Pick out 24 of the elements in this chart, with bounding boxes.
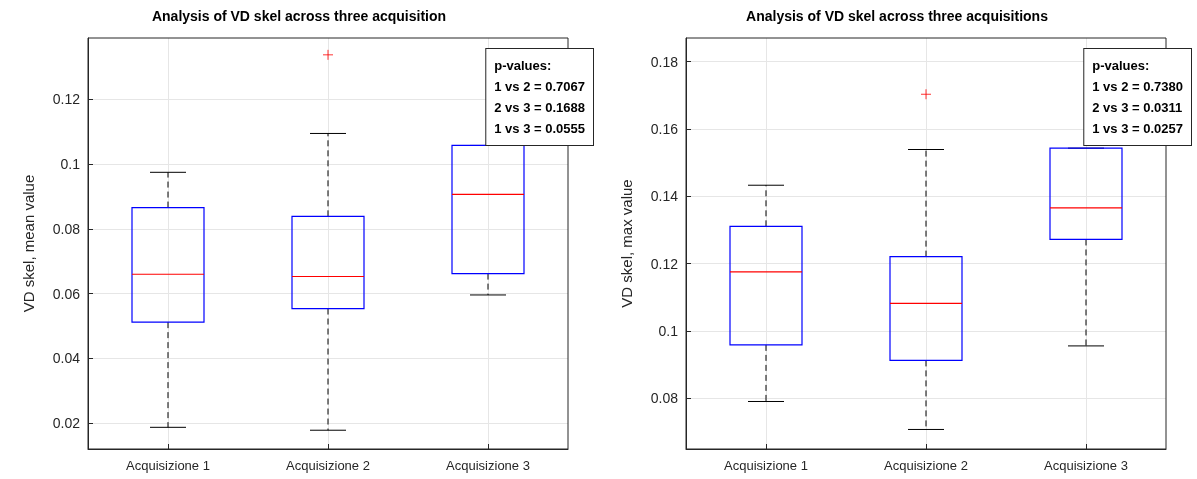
chart-title: Analysis of VD skel across three acquisition xyxy=(151,8,447,24)
y-tick-label: 0.16 xyxy=(650,120,679,137)
y-tick-label: 0.1 xyxy=(658,323,679,340)
x-tick-label: Acquisizione 1 xyxy=(724,458,808,473)
annotation: p-values: 1 vs 2 = 0.7067 2 vs 3 = 0.1688 1 vs 3 = 0.0555 xyxy=(494,58,586,136)
y-tick-label: 0.08 xyxy=(650,390,679,407)
y-tick-label: 0.06 xyxy=(52,285,81,302)
x-tick-label: Acquisizione 2 xyxy=(286,458,370,473)
y-tick-label: 0.04 xyxy=(52,350,81,367)
x-tick-label: Acquisizione 1 xyxy=(126,458,210,473)
x-tick-label: Acquisizione 3 xyxy=(446,458,530,473)
annotation: p-values: 1 vs 2 = 0.7380 2 vs 3 = 0.0311 1 vs 3 = 0.0257 xyxy=(1092,58,1184,136)
y-tick-label: 0.14 xyxy=(650,188,679,205)
y-tick-label: 0.12 xyxy=(650,255,679,272)
x-tick-label: Acquisizione 3 xyxy=(1044,458,1128,473)
y-axis-title: VD skel, max value xyxy=(618,179,635,308)
y-tick-label: 0.12 xyxy=(52,91,81,108)
y-tick-label: 0.18 xyxy=(650,53,679,70)
y-axis-title: VD skel, mean value xyxy=(20,174,37,313)
y-tick-label: 0.02 xyxy=(52,415,81,432)
x-tick-label: Acquisizione 2 xyxy=(884,458,968,473)
y-tick-label: 0.08 xyxy=(52,220,81,237)
chart-title: Analysis of VD skel across three acquisitions xyxy=(746,8,1049,24)
y-tick-label: 0.1 xyxy=(60,156,81,173)
